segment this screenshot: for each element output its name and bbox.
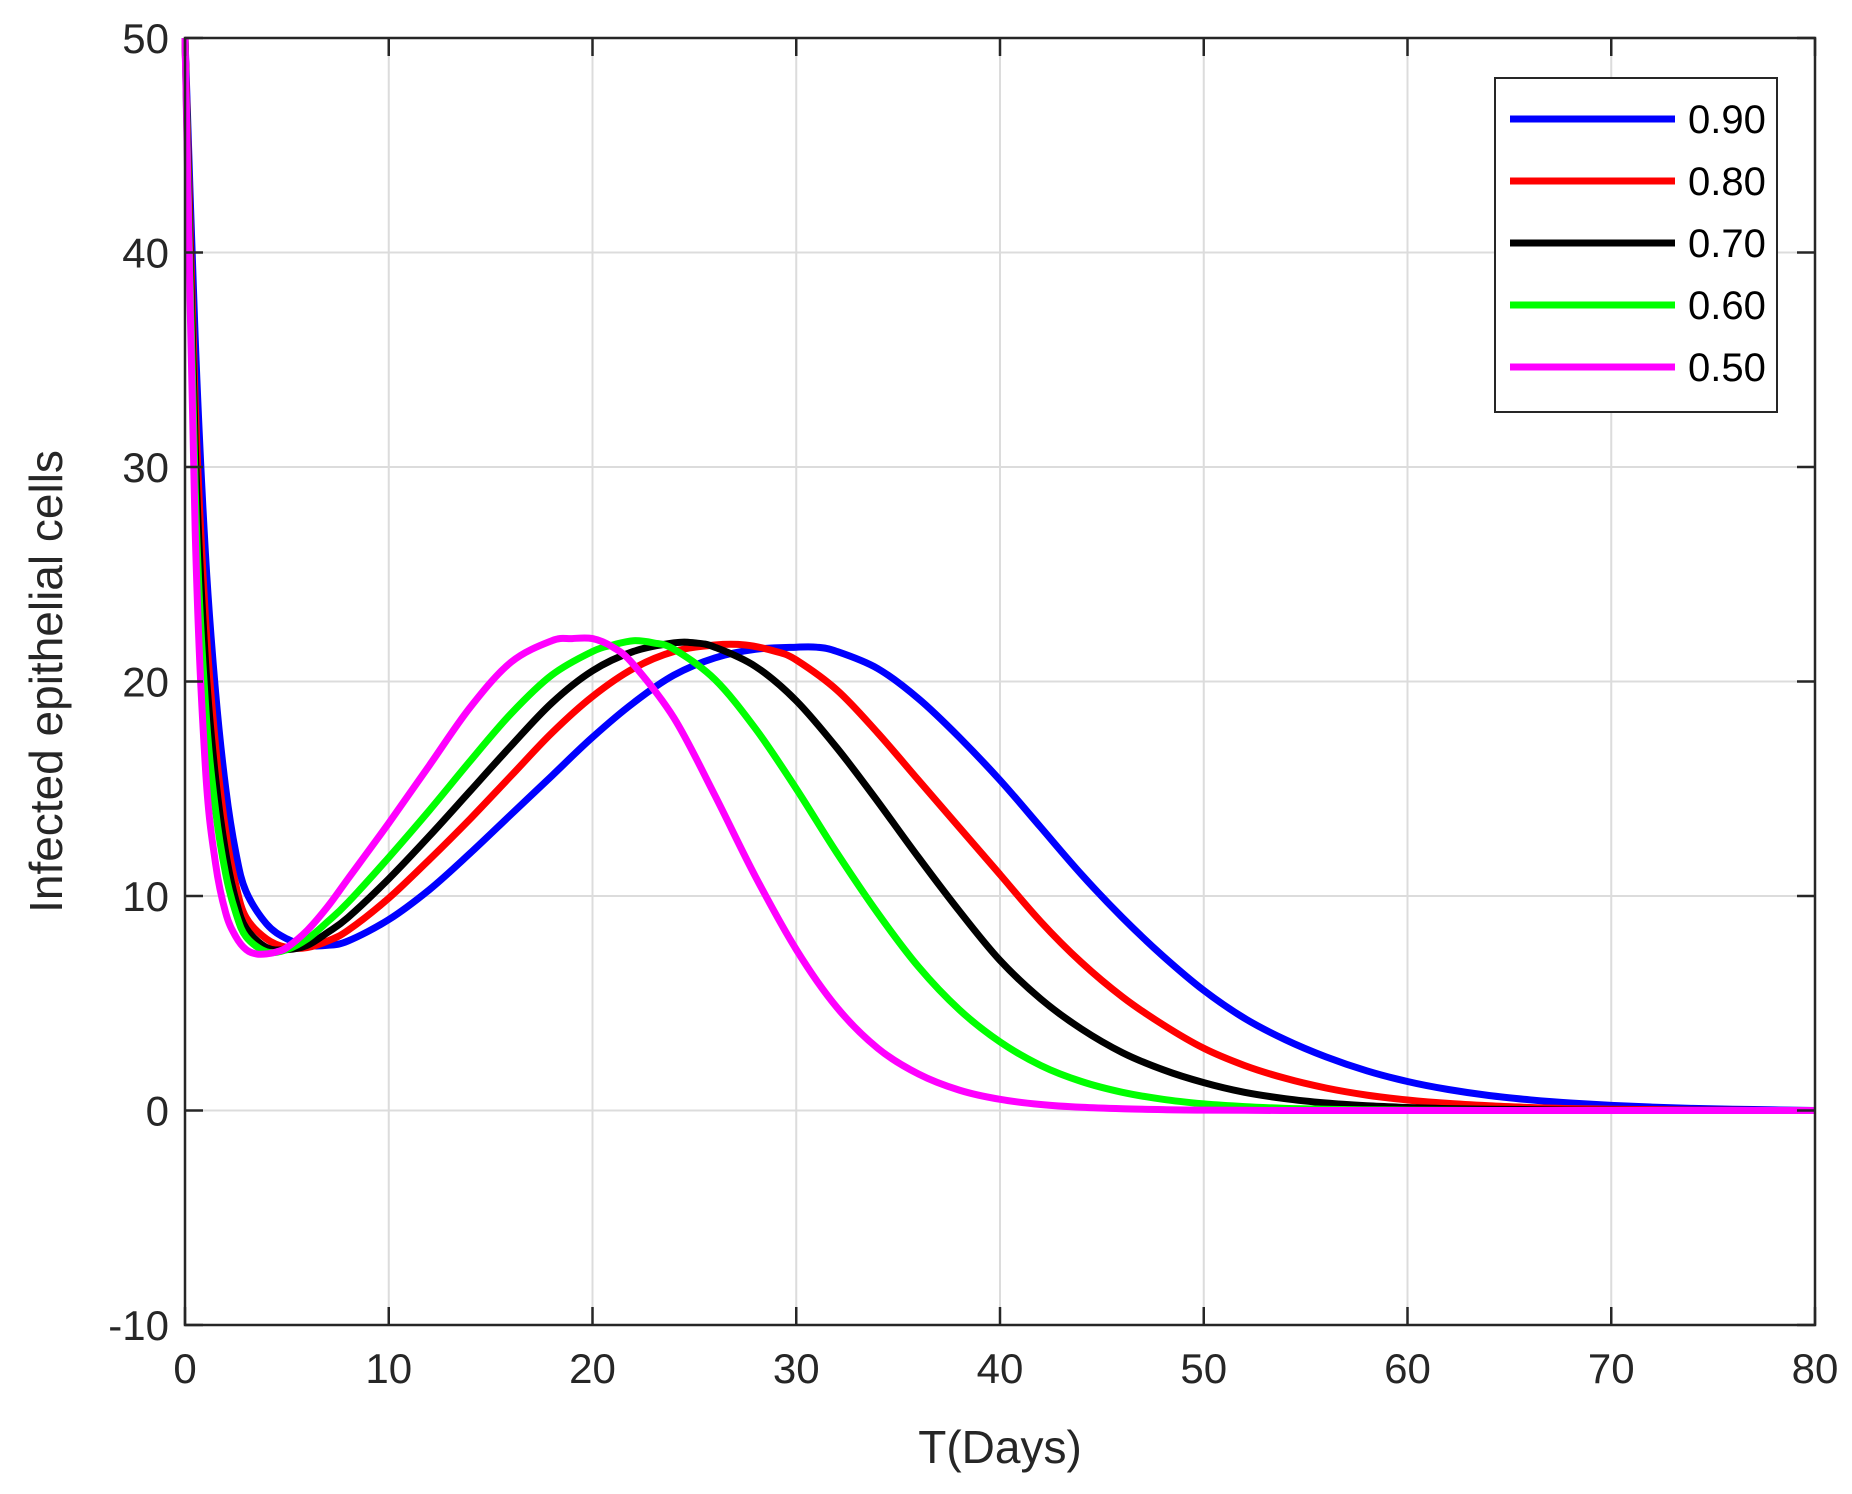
x-tick-label: 60 <box>1384 1345 1431 1392</box>
y-tick-labels: -10 0 10 20 30 40 50 <box>108 15 169 1349</box>
y-tick-label: -10 <box>108 1302 169 1349</box>
y-tick-label: 20 <box>122 659 169 706</box>
x-tick-label: 70 <box>1588 1345 1635 1392</box>
legend-label: 0.80 <box>1688 160 1766 204</box>
series-line-0.50 <box>181 37 1815 1114</box>
x-tick-label: 30 <box>773 1345 820 1392</box>
x-tick-labels: 0 10 20 30 40 50 60 70 80 <box>173 1345 1838 1392</box>
legend-label: 0.60 <box>1688 284 1766 328</box>
series-line-0.90 <box>181 37 1816 1114</box>
x-tick-label: 10 <box>365 1345 412 1392</box>
y-tick-label: 0 <box>146 1088 169 1135</box>
y-tick-label: 10 <box>122 873 169 920</box>
x-tick-label: 50 <box>1180 1345 1227 1392</box>
legend-label: 0.50 <box>1688 346 1766 390</box>
series-line-0.80 <box>181 37 1815 1114</box>
x-tick-label: 20 <box>569 1345 616 1392</box>
legend-label: 0.90 <box>1688 98 1766 142</box>
x-tick-label: 0 <box>173 1345 196 1392</box>
y-tick-label: 50 <box>122 15 169 62</box>
y-tick-label: 40 <box>122 230 169 277</box>
plot-lines <box>181 37 1816 1114</box>
legend: 0.90 0.80 0.70 0.60 0.50 <box>1494 77 1778 413</box>
x-tick-label: 40 <box>977 1345 1024 1392</box>
x-axis-title: T(Days) <box>918 1421 1082 1473</box>
axis-ticks <box>183 36 1817 1327</box>
y-tick-label: 30 <box>122 444 169 491</box>
x-tick-label: 80 <box>1792 1345 1839 1392</box>
y-axis-title: Infected epithelial cells <box>20 450 72 913</box>
legend-label: 0.70 <box>1688 222 1766 266</box>
